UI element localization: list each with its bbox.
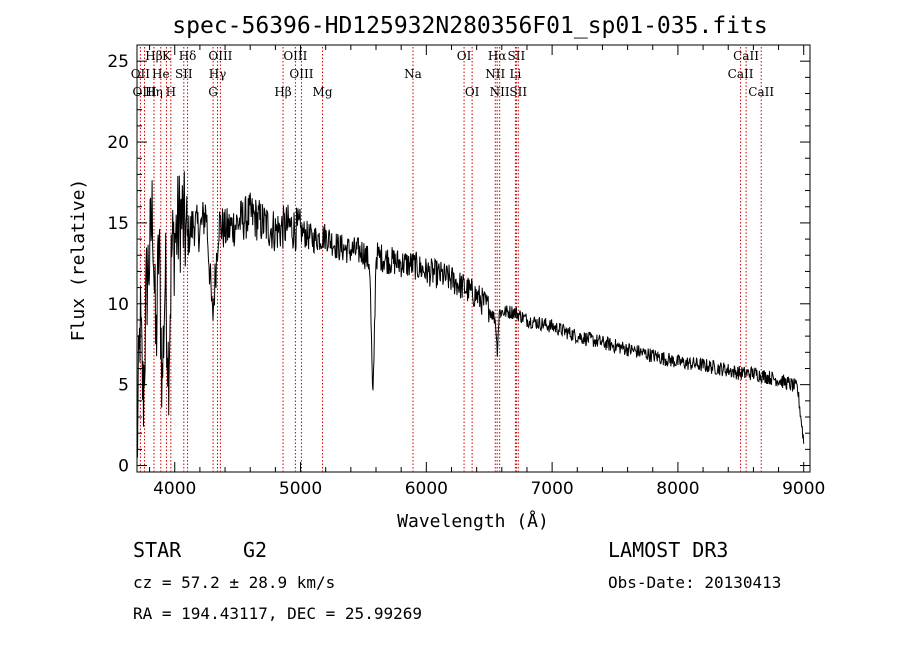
line-label: OIII bbox=[208, 49, 232, 63]
survey-name: LAMOST DR3 bbox=[608, 538, 728, 562]
line-label: OI bbox=[457, 49, 472, 63]
axis-tick-labels: 4000 5000 6000 7000 8000 9000 0 5 10 15 20 25 bbox=[107, 52, 825, 499]
line-label: NII bbox=[490, 85, 510, 99]
y-tick-label: 25 bbox=[107, 52, 129, 72]
line-label: Mg bbox=[313, 85, 333, 99]
y-tick-label: 15 bbox=[107, 214, 129, 234]
x-tick-label: 8000 bbox=[656, 479, 699, 499]
line-label: He bbox=[152, 67, 170, 81]
line-markers bbox=[139, 47, 762, 472]
line-label: G bbox=[208, 85, 218, 99]
line-label: CaII bbox=[733, 49, 759, 63]
info-panel: STAR G2 LAMOST DR3 cz = 57.2 ± 28.9 km/s… bbox=[133, 538, 781, 623]
y-tick-label: 10 bbox=[107, 295, 129, 315]
line-label: OIII bbox=[283, 49, 307, 63]
coordinates: RA = 194.43117, DEC = 25.99269 bbox=[133, 604, 422, 623]
spectrum-series-line bbox=[136, 171, 805, 458]
line-label: Hγ bbox=[209, 67, 227, 81]
line-label: CaII bbox=[728, 67, 754, 81]
line-label: Hβ bbox=[145, 49, 162, 63]
x-tick-label: 7000 bbox=[530, 479, 573, 499]
line-label: OII bbox=[131, 67, 151, 81]
line-label: OIII bbox=[133, 85, 157, 99]
y-axis-label: Flux (relative) bbox=[68, 179, 89, 342]
line-label: OIII bbox=[289, 67, 313, 81]
object-type: STAR bbox=[133, 538, 182, 562]
subclass: G2 bbox=[243, 538, 267, 562]
line-label: SII bbox=[508, 49, 526, 63]
x-tick-label: 9000 bbox=[782, 479, 825, 499]
x-tick-label: 6000 bbox=[405, 479, 448, 499]
redshift-cz: cz = 57.2 ± 28.9 km/s bbox=[133, 573, 335, 592]
line-labels: Hβ OII OIII K He Hη Hδ SII H OIII Hγ G OIII OIII Hβ Mg N… bbox=[131, 49, 775, 99]
line-label: Hβ bbox=[274, 85, 291, 99]
line-label: CaII bbox=[748, 85, 774, 99]
line-label: Hδ bbox=[179, 49, 197, 63]
x-tick-label: 5000 bbox=[279, 479, 322, 499]
y-tick-label: 5 bbox=[118, 376, 129, 396]
line-label: OI bbox=[465, 85, 480, 99]
axis-ticks bbox=[137, 45, 810, 472]
plot-frame bbox=[136, 44, 811, 473]
chart-title: spec-56396-HD125932N280356F01_sp01-035.f… bbox=[172, 13, 767, 39]
x-tick-label: 4000 bbox=[153, 479, 196, 499]
y-tick-label: 0 bbox=[118, 457, 129, 477]
line-label: NII bbox=[485, 67, 505, 81]
plot-area: 4000 5000 6000 7000 8000 9000 0 5 10 15 20 25 Hβ OII… bbox=[107, 44, 825, 499]
line-label: H bbox=[166, 85, 176, 99]
line-label: Hα bbox=[488, 49, 507, 63]
observation-date: Obs-Date: 20130413 bbox=[608, 573, 781, 592]
line-label: Li bbox=[509, 67, 521, 81]
line-label: Na bbox=[404, 67, 422, 81]
line-label: SII bbox=[509, 85, 527, 99]
y-tick-label: 20 bbox=[107, 133, 129, 153]
line-label: K bbox=[162, 49, 172, 63]
x-axis-label: Wavelength (Å) bbox=[397, 510, 549, 532]
line-label: SII bbox=[175, 67, 193, 81]
line-label: Hη bbox=[145, 85, 163, 99]
